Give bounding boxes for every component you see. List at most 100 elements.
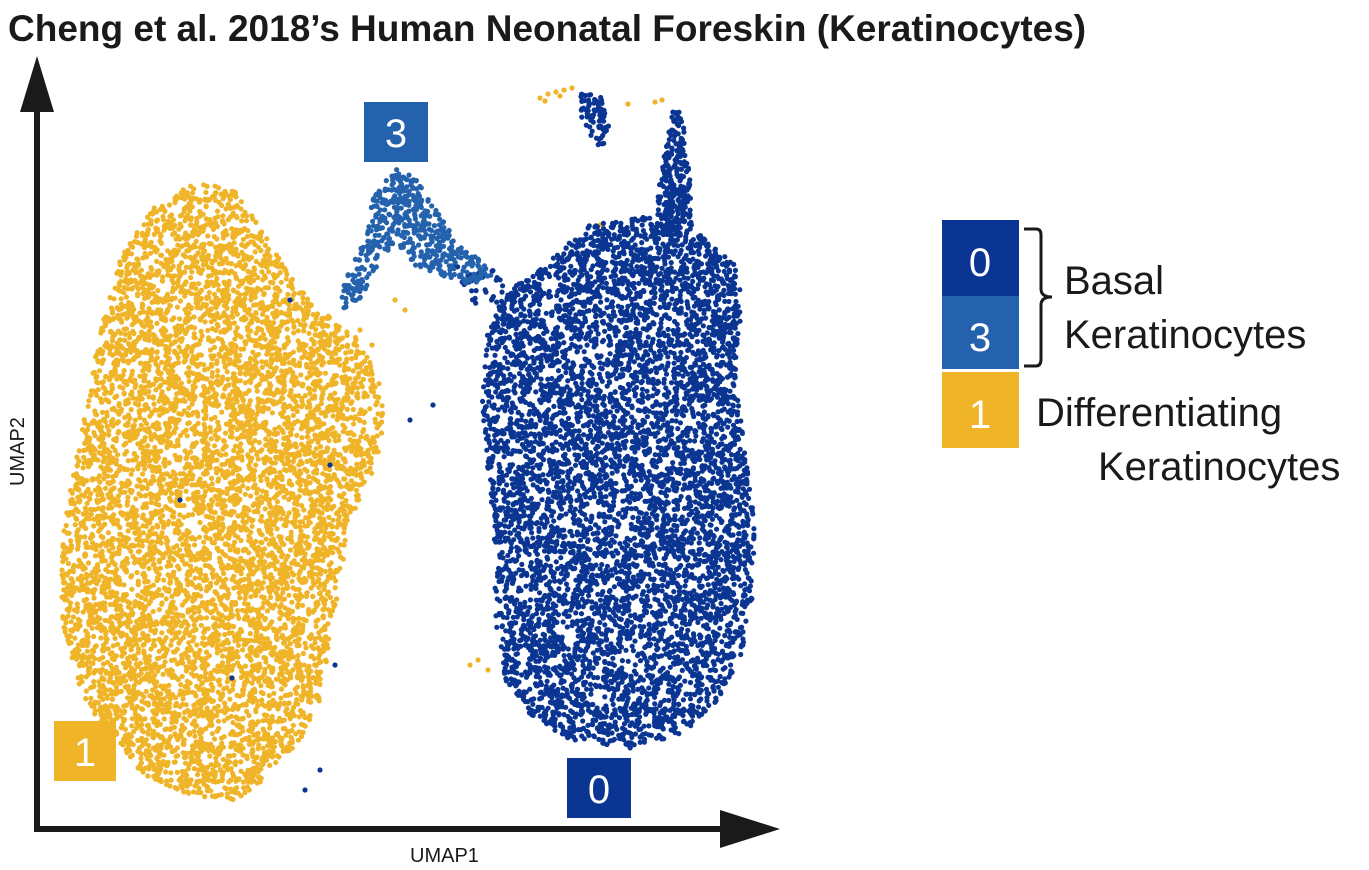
cluster-1-point xyxy=(259,447,265,453)
cluster-1-point xyxy=(185,582,191,588)
cluster-1-point xyxy=(102,322,108,328)
cluster-1-point xyxy=(341,491,347,497)
cluster-1-point xyxy=(146,367,152,373)
cluster-1-point xyxy=(259,697,265,703)
cluster-1-point xyxy=(157,376,164,382)
cluster-1-point xyxy=(185,685,191,692)
cluster-1-point xyxy=(246,477,252,483)
cluster-1-point xyxy=(253,420,259,426)
cluster-1-point xyxy=(258,539,264,546)
cluster-1-point xyxy=(75,540,81,546)
cluster-1-point xyxy=(255,552,261,558)
cluster-1-point xyxy=(164,359,170,365)
cluster-1-point xyxy=(145,729,151,736)
cluster-1-point xyxy=(140,589,146,595)
cluster-1-point xyxy=(379,403,385,409)
cluster-1-point xyxy=(163,471,169,477)
cluster-1-point xyxy=(164,778,170,784)
cluster-1-point xyxy=(244,753,250,759)
cluster-1-point xyxy=(290,585,296,591)
cluster-1-point xyxy=(302,579,308,585)
cluster-1-point xyxy=(139,698,145,704)
cluster-1-point xyxy=(86,609,92,615)
cluster-1-point xyxy=(142,716,148,722)
cluster-1-point xyxy=(101,476,107,482)
cluster-1-point xyxy=(290,722,296,729)
cluster-1-point xyxy=(117,384,123,390)
cluster-1-point xyxy=(211,540,218,546)
cluster-1-point xyxy=(236,776,242,782)
cluster-1-point xyxy=(332,390,338,396)
cluster-1-point xyxy=(325,313,331,319)
cluster-1-point xyxy=(151,766,157,773)
cluster-1-point xyxy=(264,236,270,242)
cluster-1-point xyxy=(213,427,219,434)
cluster-1-point xyxy=(279,634,285,640)
cluster-1-point xyxy=(194,219,200,225)
cluster-1-point xyxy=(105,398,111,404)
cluster-1-point xyxy=(296,393,302,399)
cluster-1-point xyxy=(175,242,181,248)
cluster-1-point xyxy=(66,530,72,536)
cluster-1-point xyxy=(127,376,133,382)
cluster-1-point xyxy=(83,544,89,551)
cluster-1-point xyxy=(327,544,333,551)
cluster-1-point xyxy=(183,488,189,494)
cluster-1-point xyxy=(306,519,312,525)
cluster-1-point xyxy=(158,233,164,239)
cluster-1-point xyxy=(372,394,378,400)
cluster-1-point xyxy=(168,777,174,783)
cluster-1-point xyxy=(190,604,196,611)
cluster-1-point xyxy=(159,252,165,258)
cluster-1-point xyxy=(91,669,97,675)
cluster-1-point xyxy=(207,564,213,571)
cluster-1-point xyxy=(162,726,168,733)
cluster-1-point xyxy=(159,630,165,636)
cluster-1-point xyxy=(174,304,180,310)
cluster-1-point xyxy=(129,586,135,592)
cluster-1-point xyxy=(88,388,95,394)
cluster-1-point xyxy=(330,550,336,556)
cluster-1-point xyxy=(225,753,231,759)
cluster-1-point xyxy=(205,715,211,721)
cluster-1-point xyxy=(81,417,87,423)
cluster-1-point xyxy=(202,319,208,325)
cluster-1-point xyxy=(81,597,87,604)
cluster-1-point xyxy=(163,769,169,775)
cluster-1-point xyxy=(287,641,293,647)
cluster-1-point xyxy=(167,783,173,789)
cluster-1-point xyxy=(282,725,288,732)
cluster-1-point xyxy=(348,478,355,484)
cluster-1-point xyxy=(176,344,182,350)
cluster-1-point xyxy=(353,487,360,493)
cluster-1-point xyxy=(100,540,106,546)
cluster-1-point xyxy=(186,548,192,554)
cluster-1-point xyxy=(304,404,310,410)
cluster-1-point xyxy=(162,463,168,469)
cluster-1-point xyxy=(323,478,329,484)
cluster-1-point xyxy=(321,648,327,654)
cluster-1-point xyxy=(109,656,115,662)
cluster-1-point xyxy=(285,291,291,297)
cluster-1-point xyxy=(209,370,215,376)
cluster-1-point xyxy=(266,269,272,275)
cluster-1-point xyxy=(304,667,310,673)
cluster-1-point xyxy=(210,486,217,492)
cluster-1-point xyxy=(254,411,260,417)
cluster-1-point xyxy=(274,499,281,505)
cluster-1-point xyxy=(218,467,224,473)
cluster-1-point xyxy=(231,320,237,326)
cluster-1-point xyxy=(347,376,353,382)
cluster-1-point xyxy=(72,522,78,528)
cluster-1-point xyxy=(332,438,339,444)
cluster-1-point xyxy=(148,510,154,516)
cluster-1-point xyxy=(110,444,116,450)
cluster-1-point xyxy=(100,384,106,390)
cluster-1-point xyxy=(235,642,242,648)
cluster-1-point xyxy=(88,491,94,497)
cluster-1-point xyxy=(203,216,209,222)
cluster-1-point xyxy=(222,430,229,436)
cluster-1-point xyxy=(287,655,293,661)
cluster-1-point xyxy=(238,665,244,671)
cluster-1-point xyxy=(203,534,209,540)
